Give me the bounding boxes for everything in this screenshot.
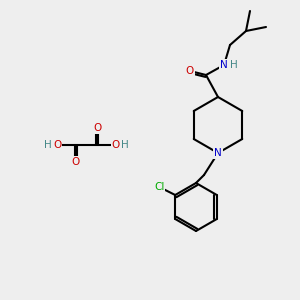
Text: H: H [230, 60, 238, 70]
Text: O: O [94, 123, 102, 133]
Text: N: N [220, 60, 228, 70]
Text: N: N [214, 148, 222, 158]
Text: H: H [44, 140, 52, 150]
Text: Cl: Cl [154, 182, 164, 192]
Text: O: O [71, 157, 79, 167]
Text: H: H [121, 140, 129, 150]
Text: O: O [112, 140, 120, 150]
Text: O: O [186, 66, 194, 76]
Text: O: O [53, 140, 61, 150]
